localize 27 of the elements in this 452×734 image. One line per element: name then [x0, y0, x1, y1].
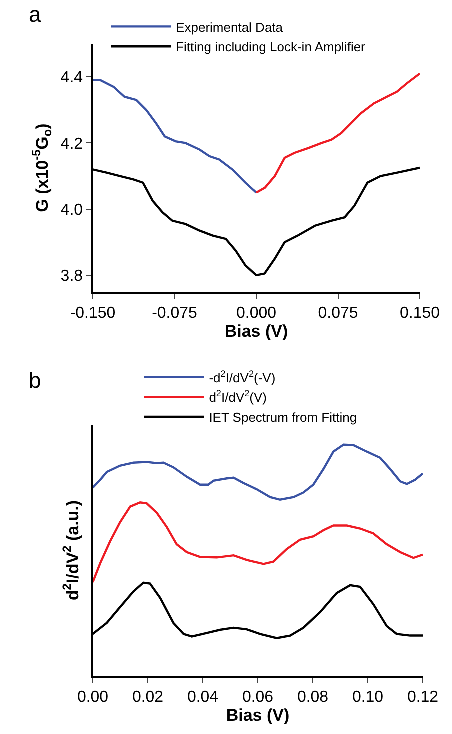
text: b [29, 368, 42, 393]
x-tick-label: 0.075 [318, 304, 358, 322]
text: a [29, 2, 42, 27]
line-series [93, 79, 258, 194]
line-series [255, 72, 420, 194]
y-tick-label: 4.4 [60, 70, 84, 87]
legend-label: Fitting including Lock-in Amplifier [176, 40, 366, 55]
x-tick-label: 0.000 [236, 304, 277, 322]
x-tick-label: 0.08 [297, 688, 329, 706]
y-tick-label: 4.0 [60, 202, 84, 219]
x-tick-label: 0.00 [77, 688, 109, 706]
y-tick-label: 4.2 [60, 136, 84, 153]
x-axis-title: Bias (V) [226, 706, 290, 725]
x-tick-label: 0.06 [242, 688, 274, 706]
x-tick-label: 0.150 [400, 304, 440, 322]
y-tick-label: 3.8 [60, 268, 84, 286]
x-tick-label: -0.075 [152, 304, 198, 322]
x-tick-label: 0.02 [132, 688, 164, 706]
x-tick-label: 0.04 [187, 688, 219, 706]
legend-label: IET Spectrum from Fitting [209, 410, 358, 426]
legend-label: Experimental Data [176, 20, 284, 35]
legend-label: -d$^{2}$I/dV$^{2}$(-V) [209, 368, 276, 386]
legend-label: d$^{2}$I/dV$^{2}$(V) [209, 388, 268, 406]
x-tick-label: 0.10 [352, 688, 384, 706]
x-axis-title: Bias (V) [224, 322, 288, 341]
x-tick-label: -0.150 [70, 304, 116, 322]
x-tick-label: 0.12 [407, 688, 439, 706]
